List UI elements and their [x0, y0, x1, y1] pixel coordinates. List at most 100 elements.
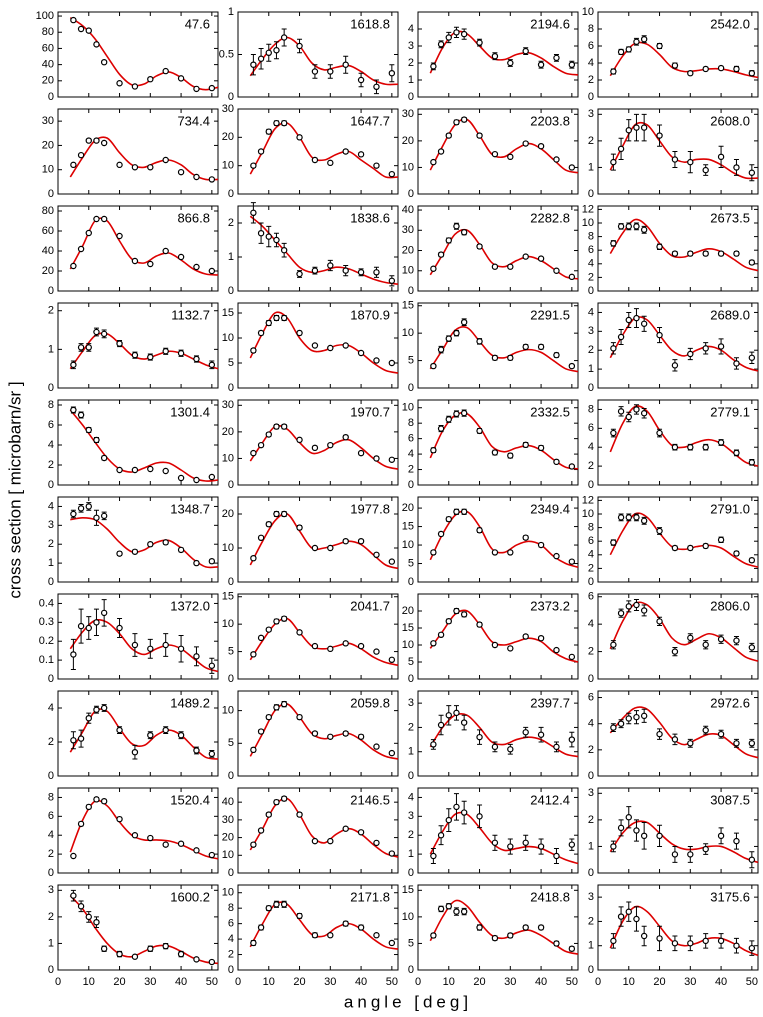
y-tick-label: 1 [228, 6, 234, 18]
data-point [617, 913, 625, 920]
data-point [280, 423, 288, 430]
y-tick-label: 10 [402, 911, 414, 923]
data-point [373, 357, 380, 364]
panel-title: 2146.5 [350, 792, 390, 807]
x-tick-label: 0 [55, 976, 61, 988]
x-tick-label: 40 [175, 976, 187, 988]
panel-title: 1489.2 [170, 695, 210, 710]
data-point [687, 544, 694, 552]
data-point [208, 84, 216, 92]
data-point [717, 937, 725, 945]
data-point [702, 727, 709, 734]
data-point [453, 329, 460, 337]
data-point [77, 735, 85, 742]
data-point [625, 223, 632, 230]
y-tick-label: 0 [48, 867, 54, 879]
data-point [671, 648, 679, 655]
y-tick-label: 0 [228, 576, 234, 588]
y-tick-label: 0 [408, 285, 414, 297]
y-tick-label: 1 [408, 74, 414, 86]
panel-frame [57, 496, 219, 583]
panel-frame [597, 884, 759, 971]
fit-curve [69, 895, 219, 965]
data-point [296, 329, 303, 337]
data-point [640, 712, 648, 720]
data-point [491, 743, 499, 751]
data-point [553, 852, 560, 860]
data-point [357, 829, 365, 836]
data-point [445, 132, 452, 139]
panel-title: 2397.7 [530, 695, 570, 710]
data-point [733, 65, 740, 73]
fit-curve [429, 712, 579, 758]
data-point [656, 935, 663, 942]
panel-title: 1838.6 [350, 210, 390, 225]
data-point [373, 743, 380, 750]
panel-frame [597, 496, 759, 583]
data-point [100, 58, 108, 66]
data-point [373, 162, 380, 169]
data-point [507, 153, 514, 161]
y-axis-title: cross section [ microbarn/sr ] [5, 381, 24, 598]
y-tick-label: 20 [222, 831, 234, 843]
data-point [553, 646, 560, 654]
y-tick-label: 1 [588, 840, 594, 852]
data-point [193, 559, 200, 567]
y-tick-label: 0 [228, 285, 234, 297]
data-point [640, 932, 648, 940]
panel-frame [597, 205, 759, 292]
data-point [437, 41, 445, 48]
y-tick-label: 4 [408, 448, 414, 460]
data-point [85, 27, 92, 34]
data-point [625, 127, 632, 134]
y-tick-label: 8 [228, 902, 234, 914]
data-point [633, 314, 640, 322]
data-point [388, 656, 396, 664]
y-tick-label: 30 [42, 115, 54, 127]
fit-curve [429, 609, 579, 663]
data-point [357, 924, 365, 931]
data-point [250, 209, 257, 216]
y-tick-label: 2 [228, 948, 234, 960]
data-point [147, 541, 154, 548]
y-tick-label: 2 [588, 135, 594, 147]
y-tick-label: 0 [588, 576, 594, 588]
y-tick-label: 2 [588, 74, 594, 86]
y-tick-label: 6 [48, 810, 54, 822]
y-tick-label: 1 [588, 363, 594, 375]
panel-title: 1600.2 [170, 889, 210, 904]
data-point [430, 63, 437, 70]
data-point [193, 263, 200, 271]
data-point [193, 747, 200, 754]
data-point [280, 615, 288, 622]
data-point [445, 712, 452, 719]
y-tick-label: 0 [48, 188, 54, 200]
data-point [280, 700, 288, 708]
data-point [116, 466, 123, 474]
y-tick-label: 20 [402, 605, 414, 617]
data-point [177, 950, 185, 958]
panel-frame [597, 108, 759, 195]
data-point [553, 267, 560, 274]
data-point [453, 29, 460, 36]
y-tick-label: 20 [222, 426, 234, 438]
panel-frame [237, 205, 399, 292]
y-tick-label: 6 [48, 419, 54, 431]
data-point [131, 164, 139, 171]
data-point [733, 550, 740, 557]
data-point [265, 431, 272, 438]
data-point [342, 920, 349, 927]
data-point [748, 856, 756, 863]
data-point [131, 641, 139, 649]
data-point [208, 267, 216, 275]
y-tick-label: 20 [42, 139, 54, 151]
data-point [280, 510, 288, 518]
y-tick-label: 10 [402, 327, 414, 339]
data-point [453, 709, 460, 717]
y-tick-label: 0 [228, 91, 234, 103]
data-point [430, 158, 437, 166]
data-point [162, 942, 169, 950]
y-tick-label: 8 [588, 403, 594, 415]
data-point [460, 809, 468, 816]
data-point [625, 514, 632, 521]
